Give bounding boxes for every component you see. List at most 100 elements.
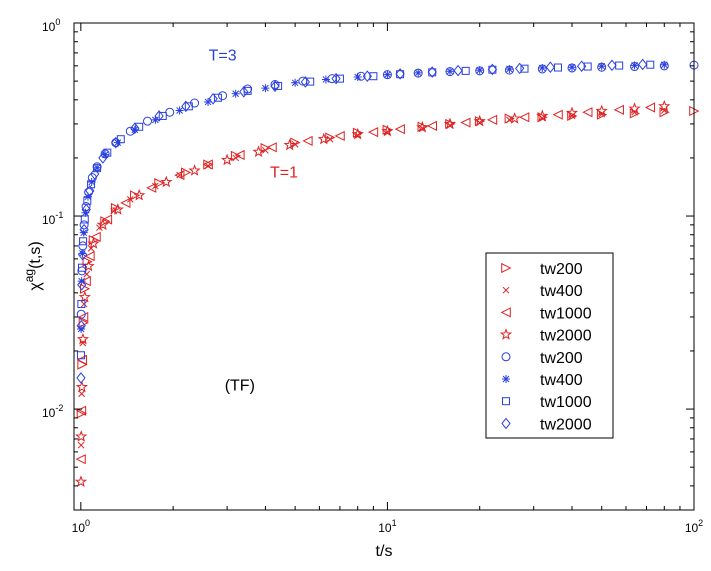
- x-tick-label: 102: [685, 518, 703, 535]
- data-layer: [74, 58, 700, 487]
- legend-marker: [502, 286, 510, 294]
- y-tick-label-base: 10: [42, 213, 56, 227]
- legend-marker: [500, 307, 511, 318]
- data-point: [369, 72, 378, 81]
- data-point: [519, 112, 530, 123]
- x-tick-label-exponent: 1: [392, 518, 397, 528]
- data-point: [220, 153, 234, 166]
- data-point: [453, 64, 463, 77]
- series-T3-tw400: [77, 60, 669, 333]
- data-point: [79, 237, 88, 246]
- x-tick-label-exponent: 2: [698, 518, 703, 528]
- y-tick-label: 10-1: [42, 210, 63, 227]
- x-tick-label-base: 10: [685, 521, 699, 535]
- legend-entry: tw200: [501, 261, 583, 278]
- data-point: [234, 149, 245, 161]
- legend-label: tw400: [540, 372, 583, 389]
- data-point: [101, 150, 110, 159]
- data-point: [125, 126, 135, 136]
- data-point: [508, 112, 521, 124]
- data-point: [77, 441, 85, 449]
- data-point: [545, 61, 555, 74]
- legend-entry: tw1000: [502, 394, 592, 411]
- data-point: [174, 169, 185, 181]
- data-point: [76, 372, 86, 384]
- data-point: [266, 142, 277, 153]
- data-point: [154, 110, 164, 122]
- data-point: [582, 107, 593, 118]
- y-axis-label-superscript: ag: [22, 269, 36, 282]
- legend-label: tw1000: [540, 305, 592, 322]
- data-point: [79, 223, 89, 236]
- data-point: [202, 159, 213, 170]
- legend-label: tw2000: [540, 416, 592, 433]
- data-point: [151, 115, 160, 124]
- data-point: [487, 63, 498, 76]
- data-point: [381, 124, 394, 137]
- data-point: [83, 270, 91, 278]
- data-point: [486, 114, 498, 125]
- data-point: [74, 475, 88, 487]
- data-point: [83, 196, 92, 205]
- data-point: [475, 66, 484, 75]
- data-point: [87, 237, 100, 249]
- legend-box: [485, 252, 614, 439]
- data-point: [445, 67, 454, 76]
- data-point: [158, 111, 167, 120]
- data-point: [473, 114, 486, 127]
- data-point: [576, 60, 587, 73]
- data-point: [103, 148, 112, 157]
- data-point: [607, 59, 617, 72]
- legend-entry: tw400: [502, 283, 583, 300]
- data-point: [261, 84, 270, 93]
- y-tick-label-exponent: -1: [55, 210, 63, 220]
- legend-entry: tw400: [502, 372, 583, 389]
- data-point: [537, 112, 548, 123]
- legend-label: tw200: [540, 350, 583, 367]
- data-point: [321, 75, 330, 84]
- data-point: [160, 175, 173, 188]
- data-point: [231, 89, 240, 98]
- x-tick-label: 101: [378, 518, 396, 535]
- data-point: [93, 163, 102, 172]
- data-point: [76, 319, 86, 332]
- data-point: [135, 122, 144, 131]
- legend-entry: tw200: [501, 350, 583, 367]
- data-point: [81, 203, 91, 216]
- annotation: T=3: [209, 47, 237, 64]
- series-T3-tw2000: [76, 58, 648, 384]
- data-point: [87, 178, 96, 187]
- y-tick-label-base: 10: [42, 406, 56, 420]
- data-point: [75, 430, 88, 442]
- data-point: [504, 113, 515, 124]
- data-point: [120, 197, 131, 208]
- data-point: [567, 63, 576, 72]
- data-point: [658, 99, 671, 112]
- data-point: [130, 190, 141, 201]
- data-point: [597, 62, 606, 71]
- data-point: [78, 263, 87, 272]
- data-point: [83, 192, 92, 201]
- data-point: [644, 102, 656, 113]
- legend-marker: [501, 352, 511, 362]
- data-point: [146, 182, 157, 193]
- x-tick-label-base: 10: [378, 521, 392, 535]
- data-point: [181, 100, 191, 113]
- data-point: [85, 185, 95, 197]
- series-T1-tw1000: [75, 102, 656, 465]
- data-point: [76, 354, 87, 365]
- data-point: [317, 132, 330, 145]
- annotation-layer: T=3 T=1 (TF): [209, 47, 299, 394]
- data-point: [239, 86, 249, 98]
- data-point: [252, 145, 265, 158]
- data-point: [111, 203, 124, 215]
- legend-marker: [501, 417, 511, 430]
- data-point: [80, 300, 88, 308]
- data-point: [552, 109, 563, 120]
- data-point: [175, 106, 184, 115]
- legend-marker: [502, 397, 510, 406]
- data-point: [90, 231, 101, 242]
- legend-marker: [501, 262, 512, 274]
- data-point: [331, 72, 341, 85]
